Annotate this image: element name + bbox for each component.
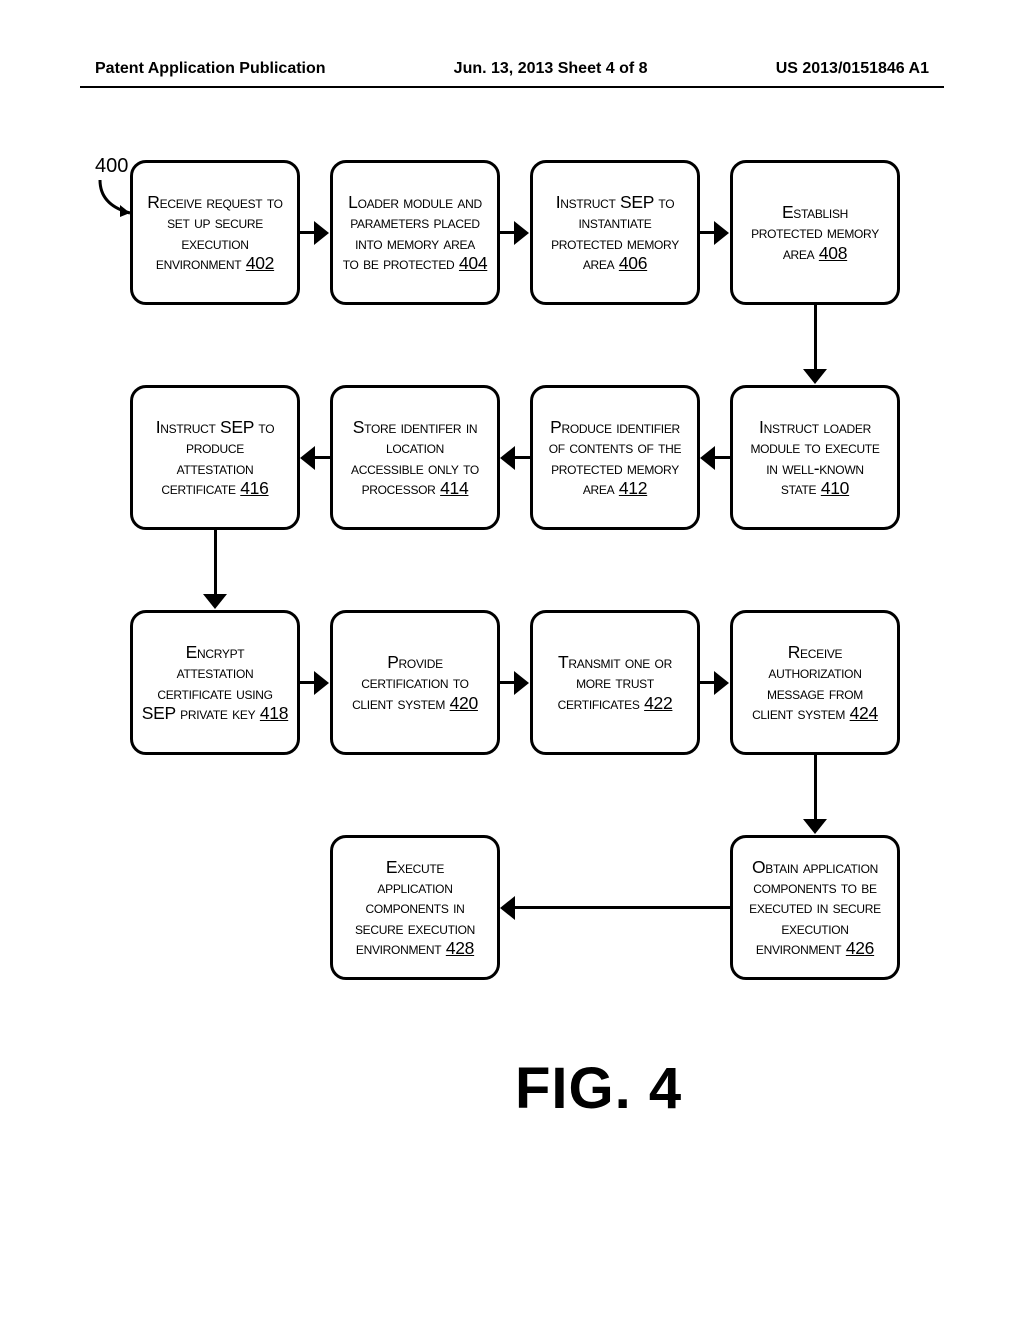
flow-edge <box>814 755 817 823</box>
header-rule <box>80 86 944 88</box>
flow-node-426: Obtain applicationcomponents to beexecut… <box>730 835 900 980</box>
arrow-head-icon <box>203 594 227 609</box>
arrow-head-icon <box>700 446 715 470</box>
figure-label: FIG. 4 <box>515 1055 682 1122</box>
flow-edge <box>512 906 730 909</box>
flow-node-424: Receiveauthorizationmessage fromclient s… <box>730 610 900 755</box>
flow-node-418: Encryptattestationcertificate usingSEP p… <box>130 610 300 755</box>
header-right: US 2013/0151846 A1 <box>776 60 929 78</box>
flow-node-404: Loader module andparameters placedinto m… <box>330 160 500 305</box>
arrow-head-icon <box>514 221 529 245</box>
flowchart: 400 Receive request toset up secureexecu… <box>130 160 910 1160</box>
arrow-head-icon <box>714 221 729 245</box>
flow-node-416: Instruct SEP toproduceattestationcertifi… <box>130 385 300 530</box>
arrow-head-icon <box>803 819 827 834</box>
flow-node-402: Receive request toset up secureexecution… <box>130 160 300 305</box>
flow-node-410: Instruct loadermodule to executein well-… <box>730 385 900 530</box>
arrow-head-icon <box>514 671 529 695</box>
arrow-head-icon <box>500 446 515 470</box>
arrow-head-icon <box>714 671 729 695</box>
arrow-head-icon <box>314 671 329 695</box>
arrow-head-icon <box>300 446 315 470</box>
flow-node-406: Instruct SEP toinstantiateprotected memo… <box>530 160 700 305</box>
arrow-head-icon <box>314 221 329 245</box>
flow-edge <box>214 530 217 598</box>
flow-node-422: Transmit one ormore trustcertificates 42… <box>530 610 700 755</box>
flow-edge <box>814 305 817 373</box>
flow-node-428: Executeapplicationcomponents insecure ex… <box>330 835 500 980</box>
header-left: Patent Application Publication <box>95 60 326 78</box>
flow-node-412: Produce identifierof contents of theprot… <box>530 385 700 530</box>
header-mid: Jun. 13, 2013 Sheet 4 of 8 <box>454 60 648 78</box>
arrow-head-icon <box>803 369 827 384</box>
flow-node-414: Store identifer inlocationaccessible onl… <box>330 385 500 530</box>
arrow-head-icon <box>500 896 515 920</box>
flow-node-408: Establishprotected memoryarea 408 <box>730 160 900 305</box>
flow-node-420: Providecertification toclient system 420 <box>330 610 500 755</box>
page-header: Patent Application Publication Jun. 13, … <box>0 60 1024 78</box>
